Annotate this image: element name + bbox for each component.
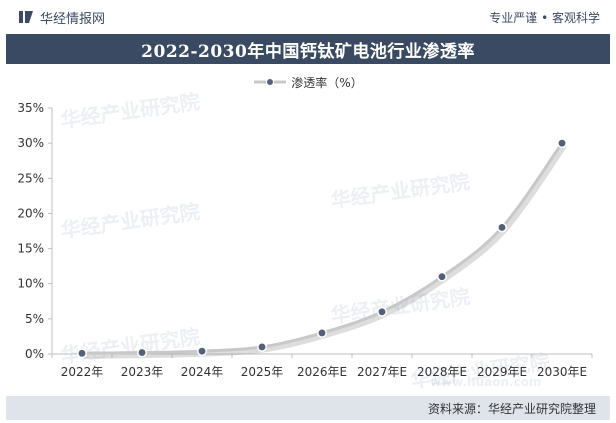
y-tick-label: 35%: [17, 101, 44, 115]
y-tick-label: 20%: [17, 206, 44, 220]
legend-swatch-icon: [254, 78, 287, 86]
x-tick-label: 2027年E: [357, 365, 407, 379]
brand: 华经情报网: [18, 8, 106, 27]
data-point: [137, 347, 147, 358]
top-bar: 华经情报网 专业严谨 • 客观科学: [0, 0, 616, 34]
x-tick-label: 2023年: [121, 365, 164, 379]
x-tick-label: 2026年E: [297, 365, 347, 379]
x-tick-label: 2028年E: [417, 365, 467, 379]
y-tick-label: 30%: [17, 136, 44, 150]
logo-icon: [19, 11, 33, 23]
data-point: [77, 348, 87, 359]
slogan: 专业严谨 • 客观科学: [489, 11, 600, 25]
x-tick-label: 2030年E: [537, 365, 587, 379]
x-tick-label: 2029年E: [477, 365, 527, 379]
data-point: [497, 222, 507, 233]
y-tick-label: 25%: [17, 171, 44, 185]
data-point: [197, 346, 207, 357]
y-tick-label: 5%: [25, 312, 44, 326]
x-tick-label: 2022年: [61, 365, 104, 379]
y-tick-label: 0%: [25, 347, 44, 361]
data-point: [257, 342, 267, 352]
x-tick-label: 2024年: [181, 365, 224, 379]
title-bar: 2022-2030年中国钙钛矿电池行业渗透率: [6, 34, 610, 64]
legend-label: 渗透率（%）: [291, 75, 363, 90]
data-point: [377, 306, 387, 317]
brand-name: 华经情报网: [40, 11, 106, 27]
data-point: [557, 138, 567, 149]
legend: 渗透率（%）: [0, 72, 616, 92]
footer: 资料来源：华经产业研究院整理: [6, 396, 610, 420]
x-tick-label: 2025年: [241, 365, 284, 379]
data-point: [317, 327, 327, 338]
series-line-shadow: [83, 143, 567, 359]
line-chart: 0% 5% 10% 15% 20% 25% 30% 35% 2022年 2023年 2024年 202…: [17, 101, 593, 379]
y-tick-label: 15%: [17, 242, 44, 256]
source-note: 资料来源：华经产业研究院整理: [427, 402, 596, 416]
data-point: [437, 271, 447, 282]
y-tick-label: 10%: [17, 277, 44, 291]
chart-title: 2022-2030年中国钙钛矿电池行业渗透率: [141, 41, 475, 62]
